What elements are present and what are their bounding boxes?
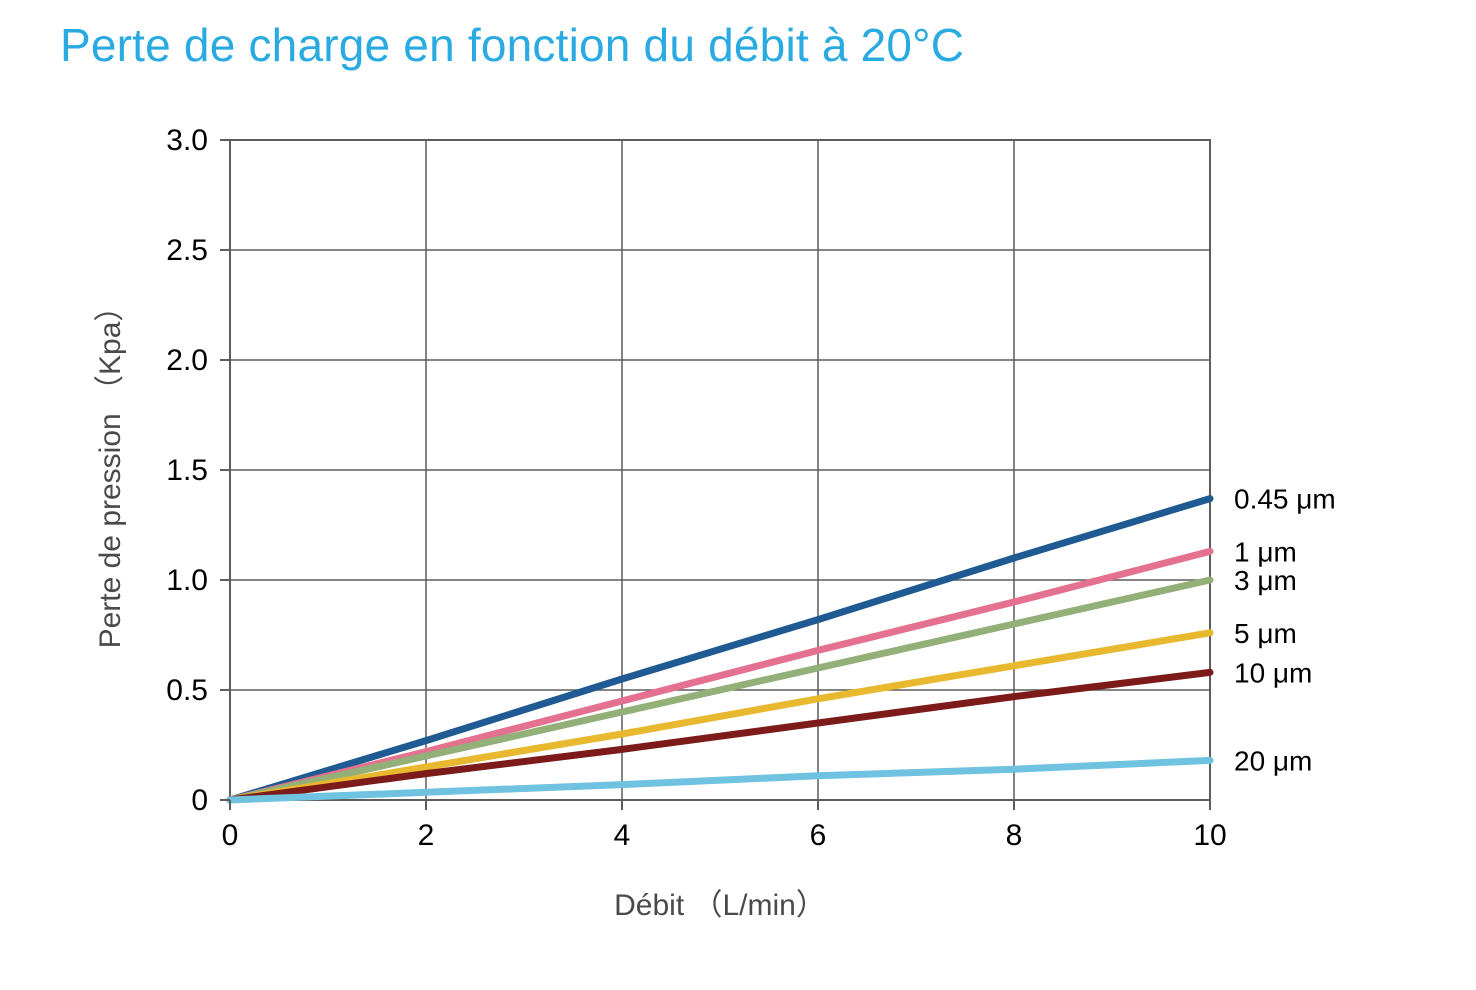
- y-tick-label: 1.5: [166, 454, 208, 487]
- y-tick-label: 3.0: [166, 124, 208, 157]
- chart-container: 0 2 4 6 8 10 0 0.5 1.0 1.5 2.0 2.5 3.0 Débit （L/min） P…: [70, 120, 1410, 950]
- pressure-loss-chart: 0 2 4 6 8 10 0 0.5 1.0 1.5 2.0 2.5 3.0 Débit （L/min） P…: [70, 120, 1410, 950]
- y-tick-label: 2.0: [166, 344, 208, 377]
- chart-title: Perte de charge en fonction du débit à 2…: [60, 18, 964, 72]
- series-label: 1 μm: [1234, 536, 1297, 567]
- y-tick-label: 2.5: [166, 234, 208, 267]
- series-label: 3 μm: [1234, 565, 1297, 596]
- x-tick-label: 4: [614, 819, 631, 852]
- series-label: 0.45 μm: [1234, 484, 1336, 515]
- series-label: 5 μm: [1234, 618, 1297, 649]
- series-label: 20 μm: [1234, 745, 1312, 776]
- y-tick-label: 1.0: [166, 564, 208, 597]
- x-axis-label: Débit （L/min）: [614, 889, 826, 922]
- x-tick-label: 6: [810, 819, 827, 852]
- x-tick-label: 0: [222, 819, 239, 852]
- x-tick-label: 10: [1193, 819, 1226, 852]
- series-label: 10 μm: [1234, 657, 1312, 688]
- x-tick-label: 2: [418, 819, 435, 852]
- y-axis-label: Perte de pression （Kpa）: [94, 292, 127, 649]
- y-tick-label: 0: [191, 784, 208, 817]
- y-tick-label: 0.5: [166, 674, 208, 707]
- x-tick-label: 8: [1006, 819, 1023, 852]
